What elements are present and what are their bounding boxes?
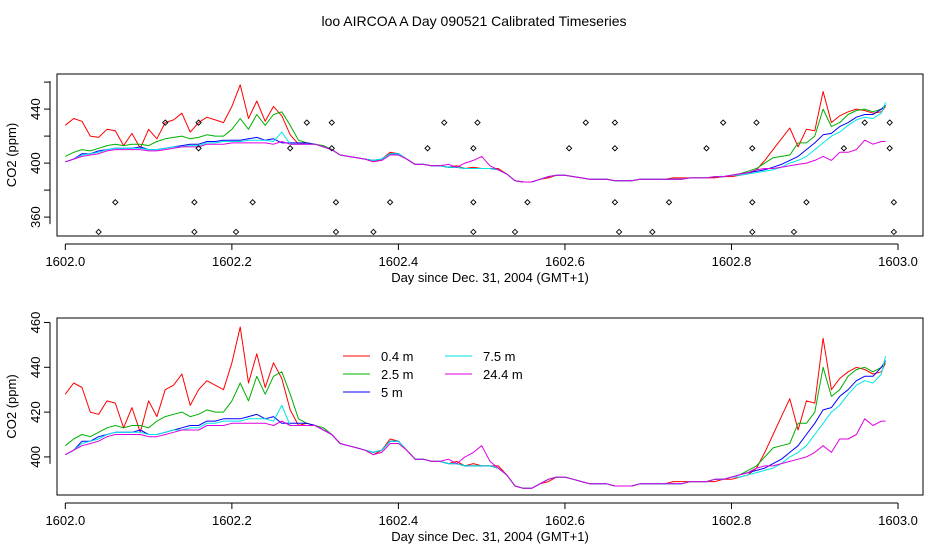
y-tick-label: 460 <box>28 312 43 334</box>
legend: 0.4 m 2.5 m 5 m 7.5 m 24.4 m <box>343 349 523 400</box>
legend-label: 24.4 m <box>483 367 523 382</box>
bottom-panel: 1602.0 1602.2 1602.4 1602.6 1602.8 1603.0 Day … <box>4 312 924 544</box>
plot-frame <box>56 317 924 496</box>
figure-title: loo AIRCOA A Day 090521 Calibrated Times… <box>321 13 626 29</box>
diamond-marker <box>565 145 573 152</box>
diamond-marker <box>649 228 656 236</box>
diamond-marker <box>370 228 377 236</box>
legend-label: 0.4 m <box>381 349 414 364</box>
series-line <box>65 355 886 489</box>
series-line <box>65 102 886 183</box>
y-tick-label: 420 <box>28 401 43 423</box>
series-line <box>65 139 886 183</box>
x-tick-label: 1602.8 <box>712 254 752 269</box>
y-axis: 360 400 440 CO2 (ppm) <box>4 81 51 228</box>
legend-label: 5 m <box>381 385 403 400</box>
diamond-marker <box>861 119 868 126</box>
y-tick-label: 400 <box>28 446 43 468</box>
series-line <box>64 84 886 183</box>
x-tick-label: 1602.4 <box>379 254 419 269</box>
diamond-marker <box>803 199 810 206</box>
diamond-marker <box>470 145 477 152</box>
diamond-marker <box>195 119 202 126</box>
diamond-marker <box>424 145 431 152</box>
diamond-marker <box>749 199 756 206</box>
legend-label: 2.5 m <box>381 367 414 382</box>
diamond-marker <box>195 145 202 152</box>
diamond-marker <box>886 119 893 126</box>
diamond-marker <box>511 228 519 236</box>
series-line <box>65 418 886 489</box>
x-tick-label: 1603.0 <box>878 513 918 528</box>
series-group <box>64 326 886 489</box>
diamond-marker <box>191 228 198 236</box>
diamond-marker <box>470 228 477 236</box>
diamond-marker <box>886 145 893 152</box>
x-axis: 1602.0 1602.2 1602.4 1602.6 1602.8 1603.0 Day … <box>45 502 918 544</box>
x-tick-label: 1603.0 <box>878 254 918 269</box>
diamond-marker <box>615 228 623 236</box>
diamond-marker <box>611 145 619 152</box>
diamond-marker <box>753 119 760 126</box>
y-axis-title: CO2 (ppm) <box>4 123 19 187</box>
diamond-marker <box>286 145 294 152</box>
series-group <box>64 84 886 183</box>
diamond-marker <box>890 199 898 206</box>
y-tick-label: 400 <box>28 152 43 174</box>
diamond-marker <box>474 119 481 126</box>
diamond-marker <box>524 199 531 206</box>
y-axis: 400 420 440 460 CO2 (ppm) <box>4 312 51 468</box>
diamond-marker <box>665 199 673 206</box>
diamond-marker <box>703 145 710 152</box>
x-axis-title: Day since Dec. 31, 2004 (GMT+1) <box>391 270 589 285</box>
plot-frame <box>56 73 924 237</box>
x-axis: 1602.0 1602.2 1602.4 1602.6 1602.8 1603.0 Day … <box>45 243 918 285</box>
top-panel: 1602.0 1602.2 1602.4 1602.6 1602.8 1603.0 Day … <box>4 73 924 285</box>
diamond-marker <box>749 228 756 236</box>
y-axis-title: CO2 (ppm) <box>4 374 19 438</box>
diamond-marker <box>749 145 756 152</box>
series-line <box>64 326 886 489</box>
diamond-marker <box>332 228 340 236</box>
diamond-marker <box>232 228 240 236</box>
diamond-marker <box>440 119 448 126</box>
x-tick-label: 1602.0 <box>45 513 85 528</box>
series-line <box>65 360 886 489</box>
x-tick-label: 1602.2 <box>212 513 252 528</box>
y-tick-label: 440 <box>28 98 43 120</box>
diamond-marker <box>470 199 477 206</box>
x-tick-label: 1602.4 <box>379 513 419 528</box>
diamond-marker <box>386 199 394 206</box>
diamond-marker <box>328 145 336 152</box>
diamond-marker <box>611 199 619 206</box>
x-tick-label: 1602.8 <box>712 513 752 528</box>
diamond-marker <box>332 199 340 206</box>
diamond-marker <box>303 119 311 126</box>
series-line <box>65 104 886 183</box>
diamond-marker <box>95 228 102 236</box>
x-tick-label: 1602.0 <box>45 254 85 269</box>
x-tick-label: 1602.6 <box>545 254 585 269</box>
diamond-marker <box>112 199 119 206</box>
x-tick-label: 1602.6 <box>545 513 585 528</box>
diamond-marker <box>611 119 619 126</box>
legend-label: 7.5 m <box>483 349 516 364</box>
x-axis-title: Day since Dec. 31, 2004 (GMT+1) <box>391 529 589 544</box>
diamond-marker <box>582 119 589 126</box>
diamond-marker <box>249 199 256 206</box>
x-tick-label: 1602.2 <box>212 254 252 269</box>
diamond-marker <box>890 228 898 236</box>
diamond-marker <box>840 145 848 152</box>
y-tick-label: 440 <box>28 356 43 378</box>
diamond-marker <box>790 228 798 236</box>
diamond-marker <box>328 119 336 126</box>
diamond-marker <box>162 119 169 126</box>
diamond-marker <box>191 199 198 206</box>
diamond-marker <box>719 119 727 126</box>
y-tick-label: 360 <box>28 206 43 228</box>
marker-group <box>95 119 898 236</box>
